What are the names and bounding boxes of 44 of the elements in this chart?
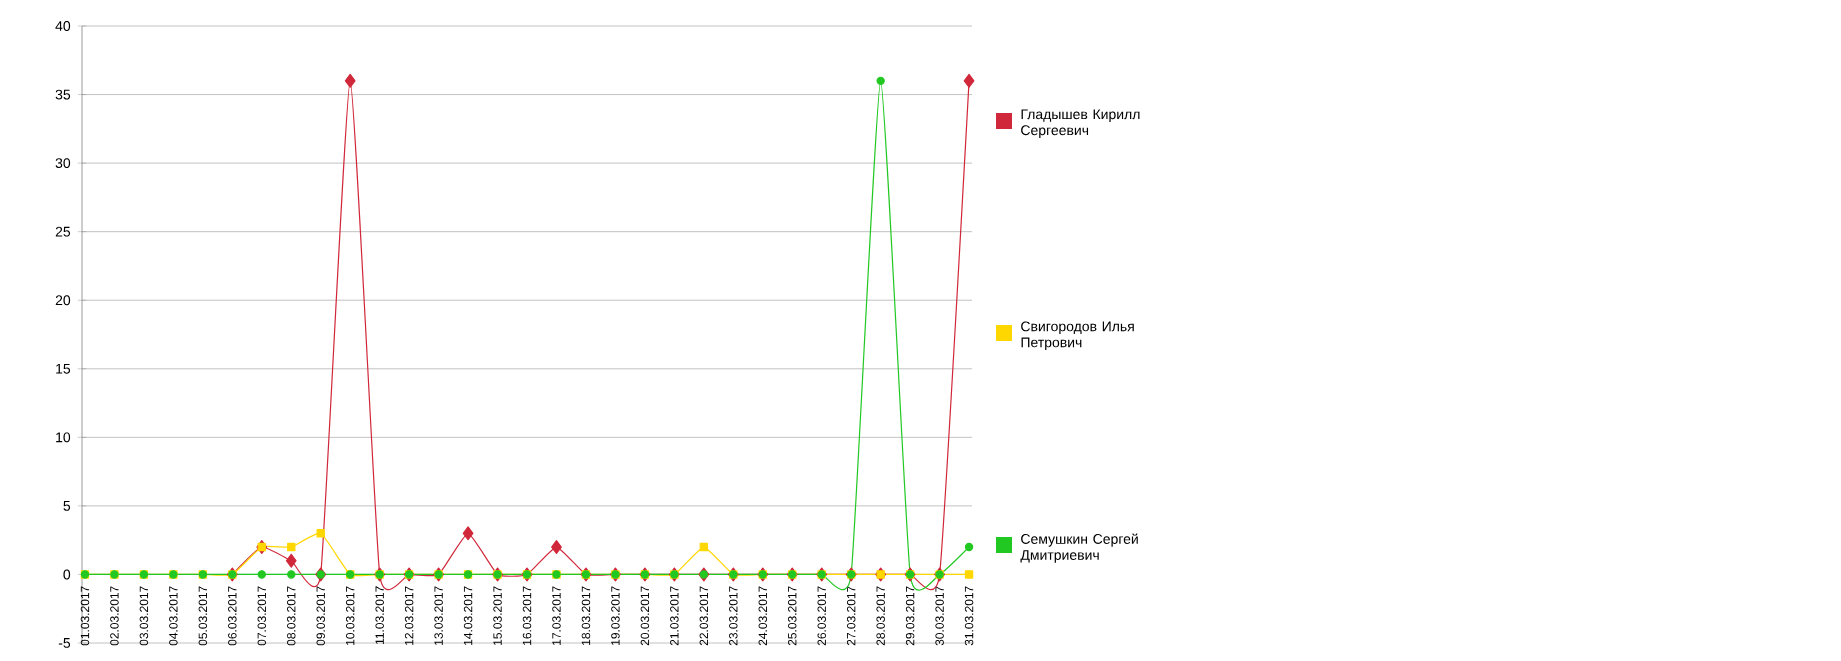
- x-tick-label: 21.03.2017: [670, 586, 679, 646]
- x-tick-label: 09.03.2017: [316, 586, 325, 646]
- y-tick-label: 5: [63, 501, 71, 511]
- y-tick-label: 35: [55, 89, 71, 100]
- y-tick-label: 40: [55, 21, 71, 31]
- y-tick-label: 0: [63, 569, 71, 580]
- x-tick-label: 25.03.2017: [788, 586, 797, 646]
- x-tick-label: 04.03.2017: [169, 586, 178, 646]
- x-tick-label: 16.03.2017: [522, 586, 532, 645]
- legend-label: Свигородов Илья Петрович: [1021, 321, 1134, 351]
- legend-label: Семушкин Сергей Дмитриевич: [1020, 533, 1138, 563]
- x-tick-label: 28.03.2017: [876, 586, 885, 646]
- y-tick-label: -5: [58, 638, 71, 648]
- x-tick-label: 07.03.2017: [257, 586, 267, 646]
- y-tick-label: 20: [55, 295, 71, 306]
- x-tick-label: 20.03.2017: [640, 586, 650, 646]
- x-tick-label: 06.03.2017: [228, 586, 237, 646]
- x-tick-label: 11.03.2017: [375, 586, 384, 645]
- y-tick-label: 25: [55, 226, 71, 237]
- x-tick-label: 24.03.2017: [758, 586, 768, 646]
- x-tick-label: 13.03.2017: [434, 586, 443, 645]
- x-tick-label: 29.03.2017: [905, 586, 915, 646]
- x-tick-label: 23.03.2017: [729, 586, 738, 646]
- x-tick-label: 10.03.2017: [345, 586, 355, 645]
- x-tick-label: 15.03.2017: [493, 586, 502, 645]
- x-tick-label: 22.03.2017: [699, 586, 709, 646]
- x-tick-label: 17.03.2017: [552, 586, 561, 645]
- x-tick-label: 14.03.2017: [463, 586, 473, 645]
- x-tick-label: 19.03.2017: [611, 586, 620, 645]
- legend-label: Гладышев Кирилл Сергеевич: [1021, 109, 1140, 138]
- x-tick-label: 31.03.2017: [964, 586, 974, 646]
- x-tick-label: 05.03.2017: [198, 586, 208, 646]
- x-tick-label: 30.03.2017: [935, 586, 944, 646]
- x-tick-label: 18.03.2017: [581, 586, 591, 645]
- x-tick-label: 26.03.2017: [817, 586, 826, 646]
- x-tick-label: 01.03.2017: [80, 586, 90, 646]
- x-tick-label: 27.03.2017: [846, 586, 856, 646]
- y-tick-label: 10: [56, 432, 71, 443]
- x-tick-label: 02.03.2017: [110, 586, 119, 646]
- x-tick-label: 03.03.2017: [139, 586, 149, 646]
- y-tick-label: 30: [55, 158, 71, 169]
- x-tick-label: 12.03.2017: [404, 586, 414, 645]
- x-tick-label: 08.03.2017: [287, 586, 296, 646]
- y-tick-label: 15: [56, 363, 71, 374]
